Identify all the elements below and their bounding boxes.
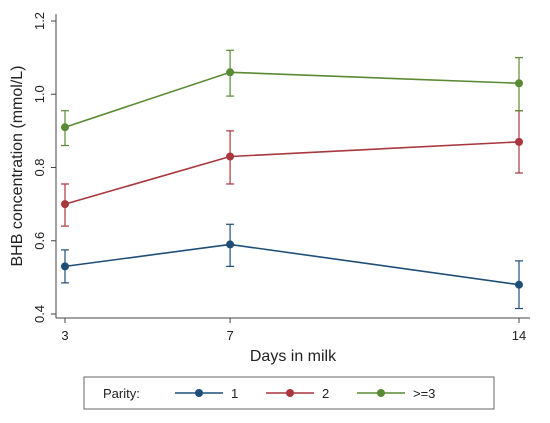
x-tick-label: 7: [226, 328, 233, 343]
legend-label: >=3: [413, 386, 435, 401]
data-point: [515, 79, 523, 88]
legend-item: 2: [266, 386, 329, 401]
legend-swatch-marker: [195, 389, 203, 397]
legend-label: 1: [231, 386, 238, 401]
legend-item: >=3: [357, 386, 435, 401]
legend-items: 1 2 >=3: [175, 386, 435, 401]
y-tick-label: 1.2: [32, 12, 47, 30]
legend-item: 1: [175, 386, 238, 401]
data-point: [515, 137, 523, 146]
data-point: [61, 200, 69, 209]
series-line: [64, 71, 520, 128]
legend-box: [83, 376, 495, 410]
data-point: [61, 123, 69, 132]
legend-title: Parity:: [103, 386, 140, 401]
data-point: [61, 262, 69, 271]
series-1: [61, 223, 523, 310]
data-point: [226, 68, 235, 77]
legend-swatch-marker: [377, 389, 385, 397]
legend: Parity: 1 2 >=3: [83, 376, 495, 410]
series-line: [64, 243, 520, 286]
x-ticks: 3 7 14: [61, 318, 526, 343]
data-point: [515, 280, 523, 289]
legend-label: 2: [322, 386, 329, 401]
series-layer: [61, 49, 523, 310]
y-tick-label: 0.4: [32, 305, 47, 323]
data-point: [226, 152, 235, 161]
series-2: [61, 110, 523, 227]
y-axis-title: BHB concentration (mmol/L): [9, 66, 26, 267]
y-ticks: 0.4 0.6 0.8 1.0 1.2: [32, 12, 56, 323]
y-tick-label: 0.8: [32, 158, 47, 176]
y-tick-label: 0.6: [32, 232, 47, 250]
data-point: [226, 240, 235, 249]
series-line: [64, 141, 520, 205]
series-3: [61, 49, 523, 147]
y-tick-label: 1.0: [32, 85, 47, 103]
x-tick-label: 3: [61, 328, 68, 343]
legend-swatch-marker: [286, 389, 294, 397]
x-axis-title: Days in milk: [250, 348, 337, 365]
plot-area: 0.4 0.6 0.8 1.0 1.2 3 7 14: [32, 12, 530, 343]
x-tick-label: 14: [512, 328, 526, 343]
